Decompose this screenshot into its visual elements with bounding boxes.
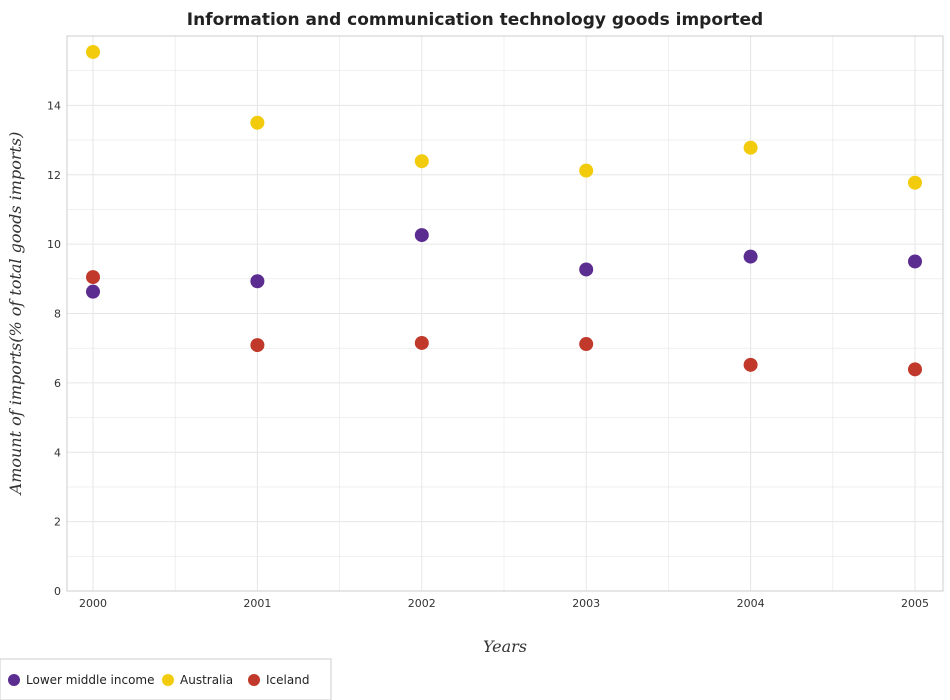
point-australia-2003 [579,163,594,178]
chart-title: Information and communication technology… [187,10,763,30]
y-axis-label: Amount of imports(% of total goods impor… [6,132,25,497]
x-tick-label: 2005 [901,597,929,610]
y-tick-label: 14 [47,99,61,112]
y-tick-label: 12 [47,169,61,182]
point-iceland-2004 [743,357,758,372]
y-tick-label: 6 [54,377,61,390]
point-australia-2004 [743,140,758,155]
x-tick-label: 2002 [408,597,436,610]
point-iceland-2005 [908,362,922,377]
y-tick-label: 4 [54,446,61,459]
point-australia-2000 [86,44,100,59]
y-tick-label: 10 [47,238,61,251]
x-axis-ticks: 2000 2001 2002 2003 2004 2005 [79,597,929,610]
x-tick-label: 2004 [737,597,765,610]
point-lower-middle-income-2003 [579,262,594,277]
point-lower-middle-income-2005 [908,254,922,269]
y-tick-label: 0 [54,585,61,598]
y-axis-ticks: 0 2 4 6 8 10 12 14 [47,99,61,598]
point-australia-2005 [908,175,922,190]
point-lower-middle-income-2000 [86,284,100,299]
legend-marker-australia [162,674,174,686]
point-lower-middle-income-2001 [250,274,265,289]
point-australia-2002 [414,154,429,169]
point-iceland-2000 [86,270,100,285]
point-lower-middle-income-2002 [414,228,429,243]
point-australia-2001 [250,115,265,130]
y-tick-label: 8 [54,308,61,321]
x-tick-label: 2001 [243,597,271,610]
legend-label-lower-middle-income: Lower middle income [26,673,155,687]
data-points [86,44,922,377]
point-iceland-2002 [414,335,429,350]
legend-marker-iceland [248,674,260,686]
plot-area-border [66,35,944,592]
grid [67,35,943,592]
legend: Lower middle income Australia Iceland [0,658,332,700]
legend-label-australia: Australia [180,673,233,687]
x-tick-label: 2003 [572,597,600,610]
legend-label-iceland: Iceland [266,673,309,687]
point-iceland-2003 [579,337,594,352]
x-axis-label: Years [483,637,527,656]
legend-marker-lower-middle-income [8,674,20,686]
point-lower-middle-income-2004 [743,249,758,264]
x-tick-label: 2000 [79,597,107,610]
point-iceland-2001 [250,338,265,353]
y-tick-label: 2 [54,516,61,529]
